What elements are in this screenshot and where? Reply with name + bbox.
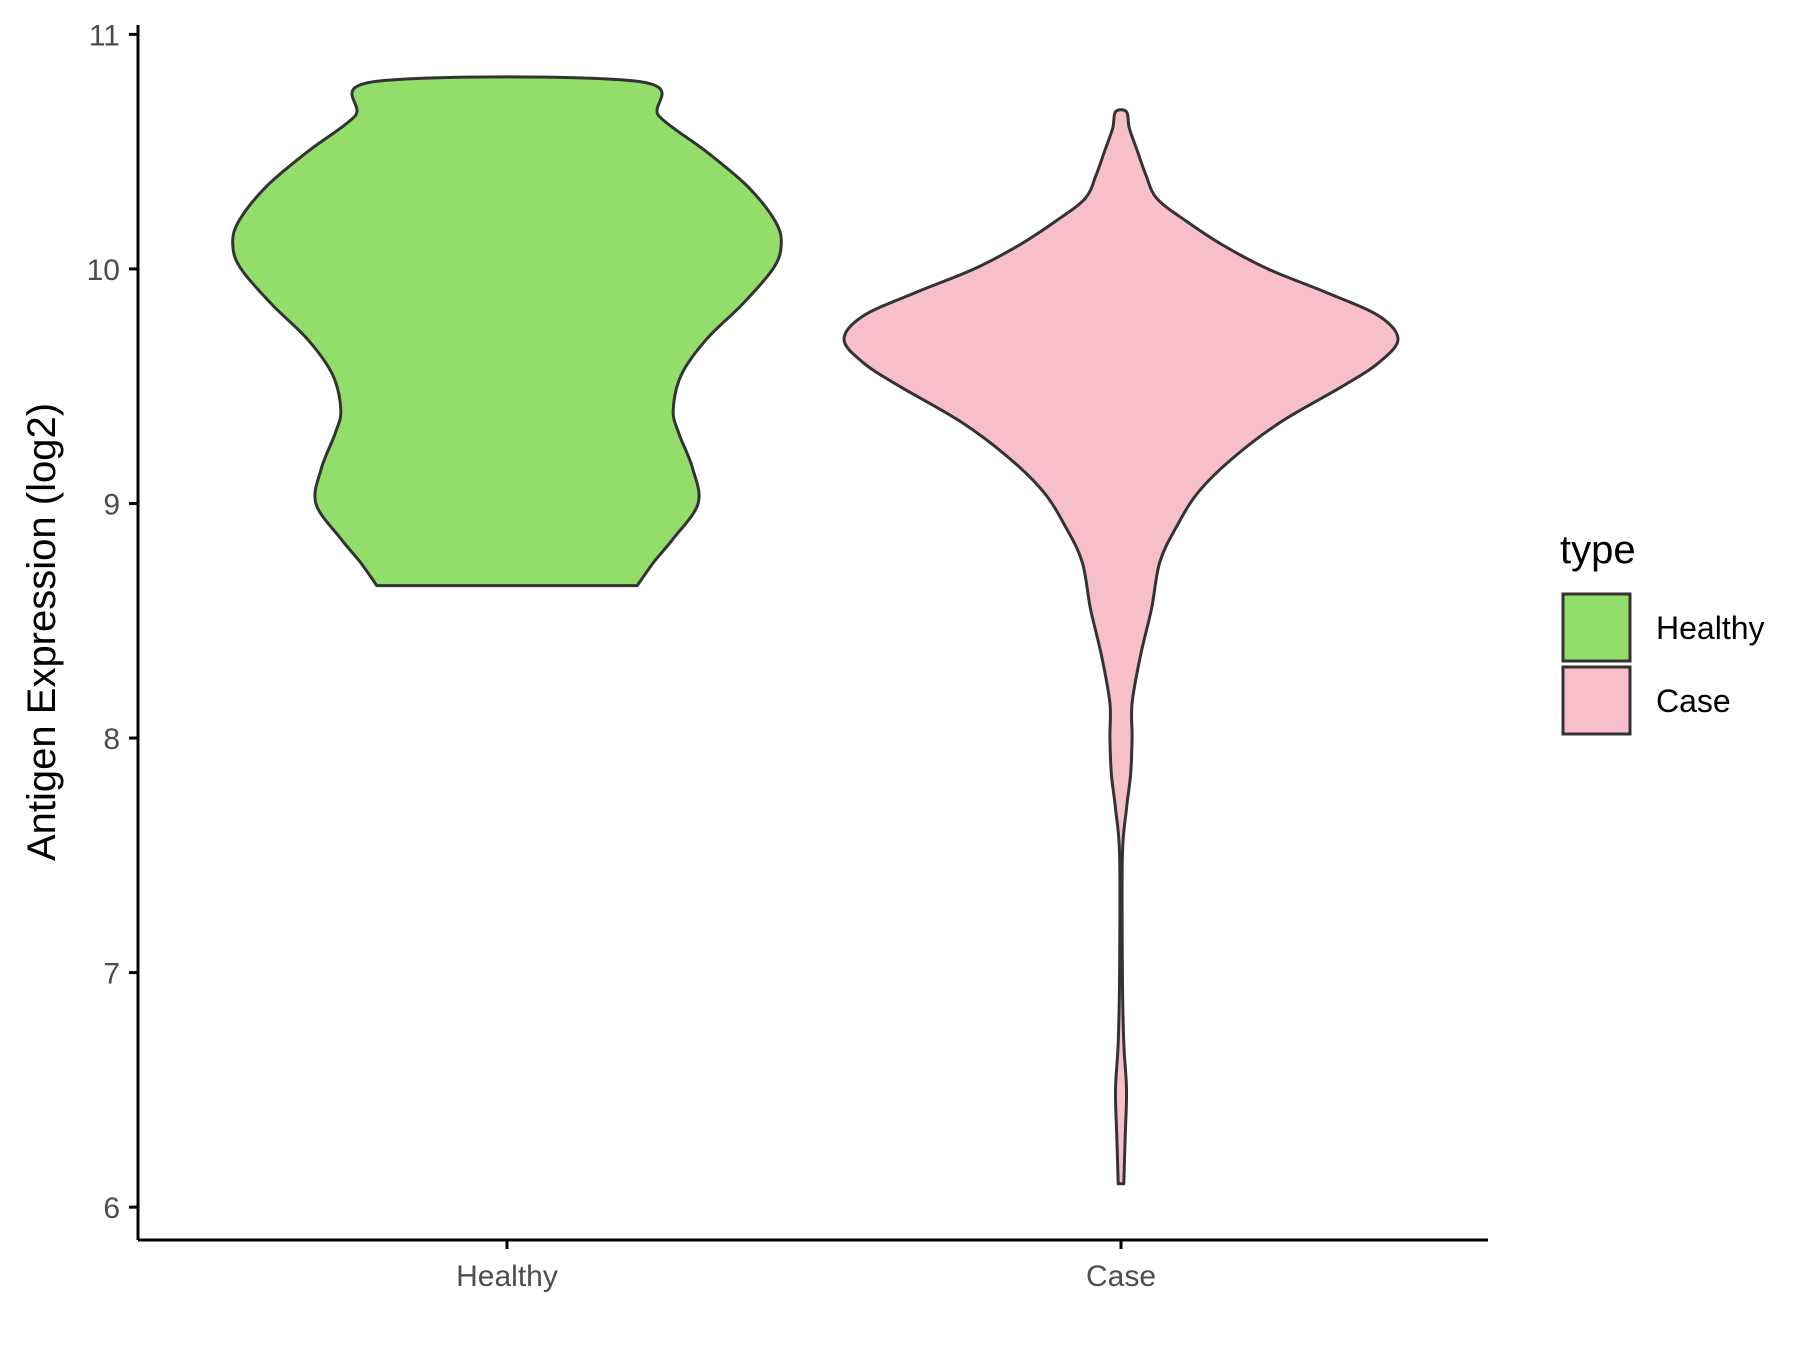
y-tick-label-10: 10	[87, 254, 120, 287]
legend-label-healthy: Healthy	[1656, 610, 1765, 646]
x-ticks-layer: Healthy Case	[456, 1240, 1156, 1293]
violin-healthy	[231, 75, 783, 588]
y-tick-label-11: 11	[89, 19, 120, 52]
x-tick-label-healthy: Healthy	[456, 1260, 558, 1293]
y-tick-label-8: 8	[103, 723, 120, 756]
legend-swatch-healthy	[1561, 592, 1632, 663]
axes-layer	[136, 25, 1488, 1242]
violins-layer	[231, 75, 1400, 1186]
legend-swatch-case	[1561, 665, 1632, 736]
y-ticks-layer: 6 7 8 9 10 11	[87, 19, 138, 1225]
x-tick-label-case: Case	[1086, 1260, 1156, 1293]
y-tick-label-6: 6	[103, 1192, 120, 1225]
y-axis-title: Antigen Expression (log2)	[20, 403, 64, 861]
y-tick-label-7: 7	[103, 958, 120, 991]
y-tick-label-9: 9	[103, 488, 120, 521]
legend: type Healthy Case	[1560, 528, 1765, 736]
violin-case	[842, 108, 1400, 1186]
legend-title: type	[1560, 528, 1636, 572]
legend-label-case: Case	[1656, 683, 1731, 719]
